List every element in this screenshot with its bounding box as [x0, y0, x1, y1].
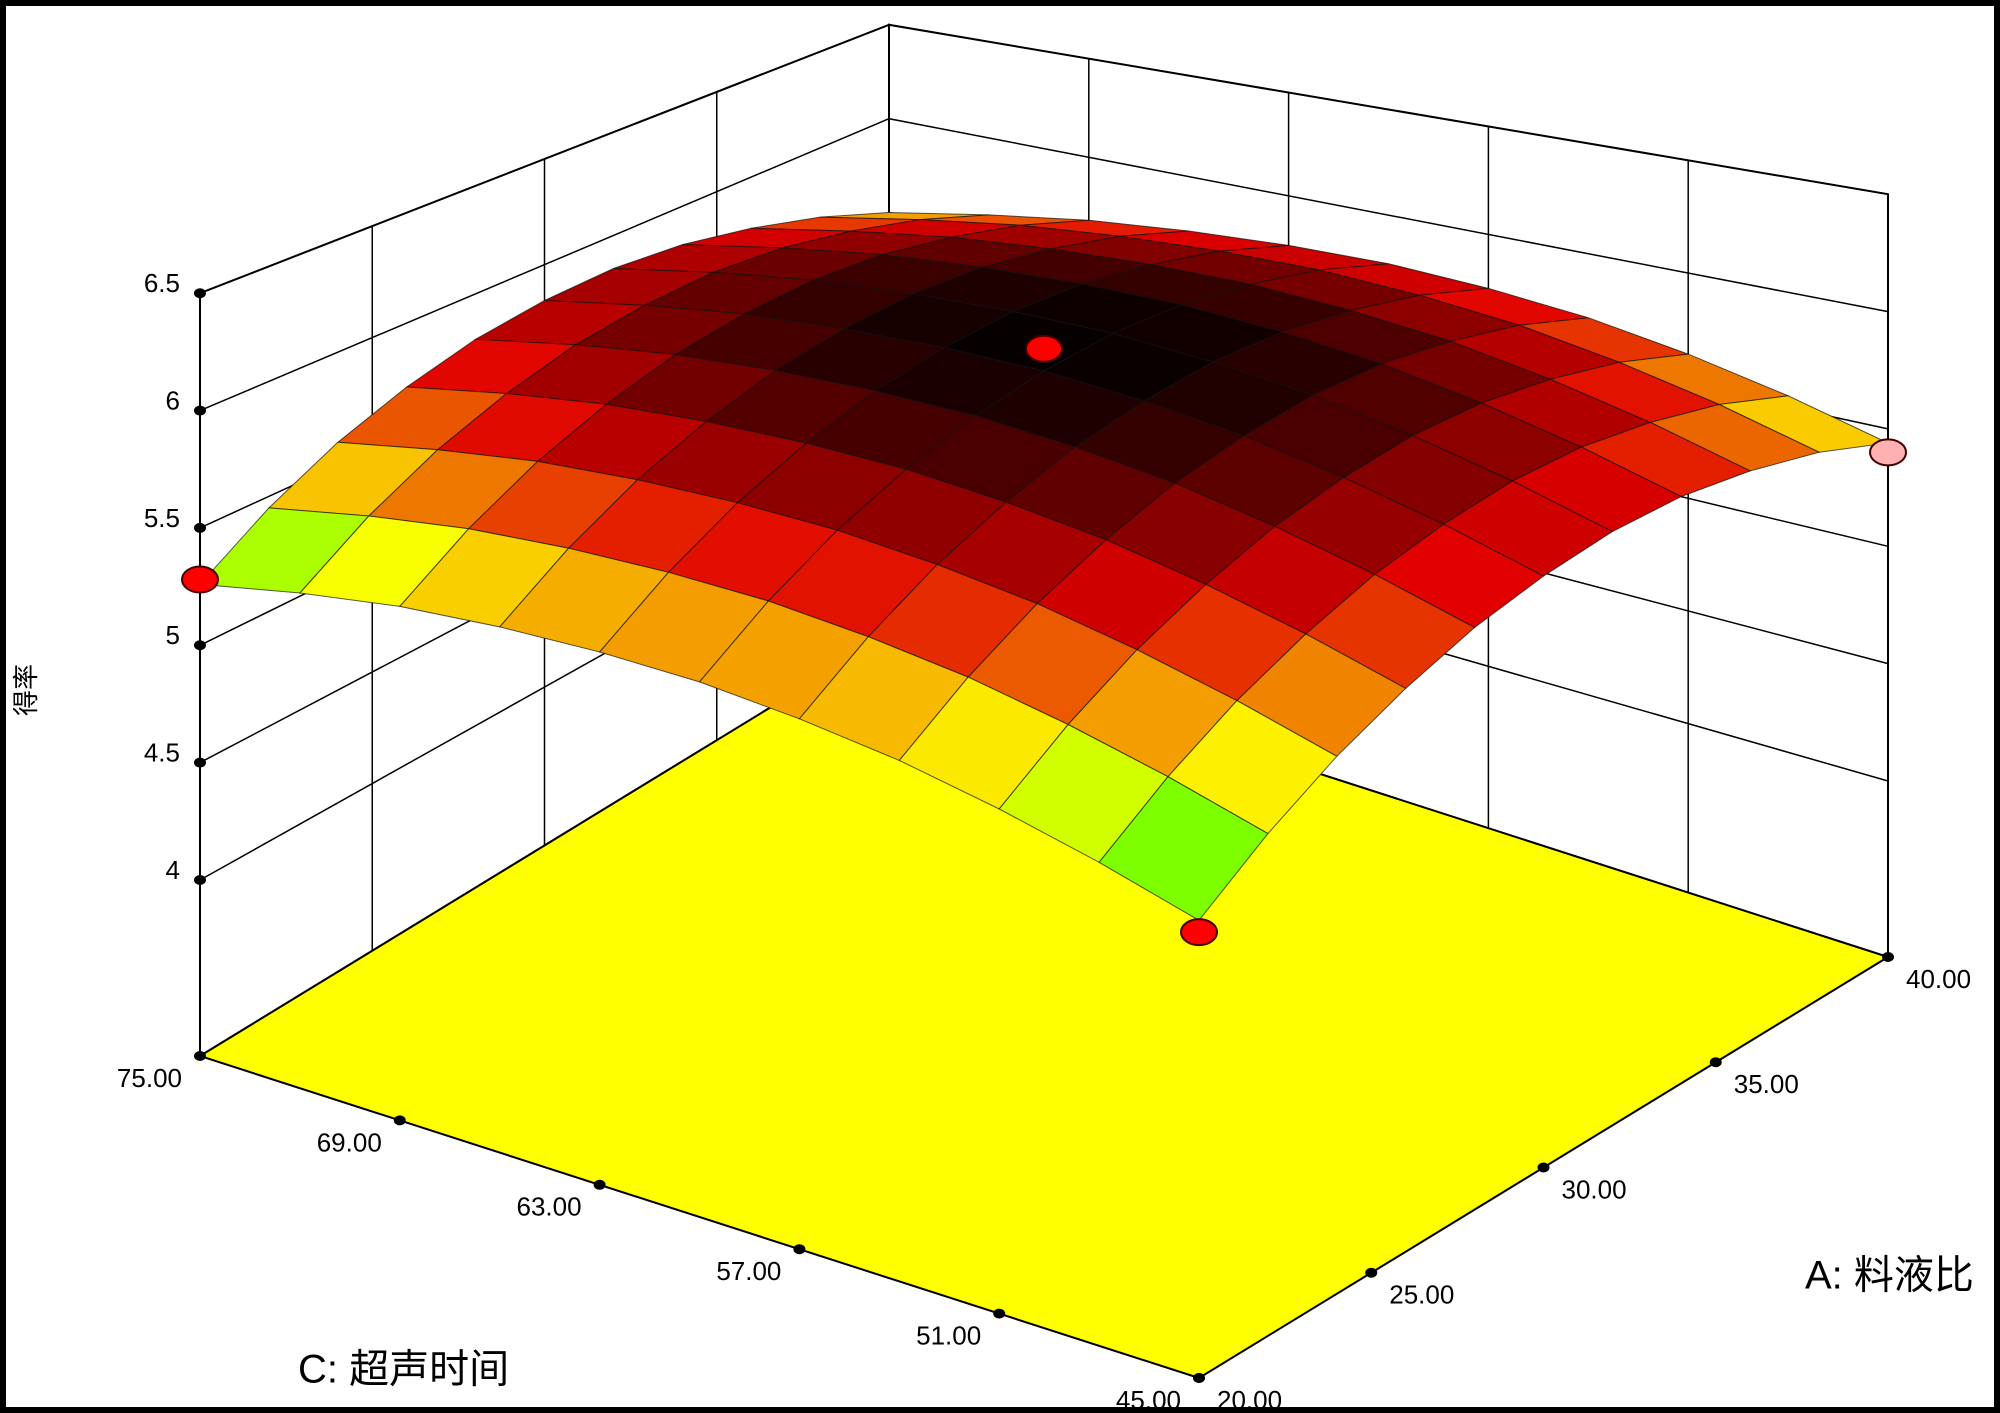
z-tick-label: 5 [166, 620, 180, 650]
y-tick-label: 45.00 [1116, 1385, 1181, 1413]
y-tick-label: 63.00 [517, 1192, 582, 1222]
y-tick [593, 1179, 606, 1190]
z-tick-label: 4 [166, 855, 180, 885]
y-tick [194, 1051, 206, 1061]
y-tick [393, 1115, 406, 1126]
design-point [181, 565, 219, 594]
design-point [1869, 438, 1907, 467]
z-tick-label: 5.5 [144, 503, 180, 533]
x-tick [1537, 1162, 1550, 1173]
x-tick [1365, 1267, 1378, 1278]
y-tick-label: 57.00 [716, 1256, 781, 1286]
surface-patch [1098, 776, 1269, 921]
design-point [1180, 918, 1218, 947]
z-tick [194, 874, 206, 885]
y-tick [1193, 1373, 1205, 1383]
x-tick [1709, 1057, 1722, 1068]
z-tick [194, 522, 206, 533]
z-tick-label: 6.5 [144, 268, 180, 298]
z-tick-label: 4.5 [144, 738, 180, 768]
x-tick [1882, 952, 1894, 962]
x-tick-label: 20.00 [1217, 1385, 1282, 1413]
z-tick [194, 288, 206, 299]
z-tick-label: 6 [166, 385, 180, 415]
y-tick-label: 69.00 [317, 1127, 382, 1157]
y-tick-label: 75.00 [117, 1063, 182, 1093]
z-tick [194, 757, 206, 768]
x-tick-label: 25.00 [1389, 1280, 1454, 1310]
y-tick [993, 1308, 1006, 1319]
design-point [1025, 334, 1063, 363]
x-tick-label: 40.00 [1906, 964, 1971, 994]
z-tick [194, 640, 206, 651]
x-axis-title: A: 料液比 [1805, 1254, 1974, 1298]
x-tick-label: 35.00 [1734, 1069, 1799, 1099]
z-tick [194, 405, 206, 416]
y-tick-label: 51.00 [916, 1320, 981, 1350]
x-tick-label: 30.00 [1562, 1174, 1627, 1204]
y-axis-title: C: 超声时间 [298, 1348, 509, 1392]
y-tick [793, 1244, 806, 1255]
z-axis-title: 得率 [11, 664, 41, 716]
